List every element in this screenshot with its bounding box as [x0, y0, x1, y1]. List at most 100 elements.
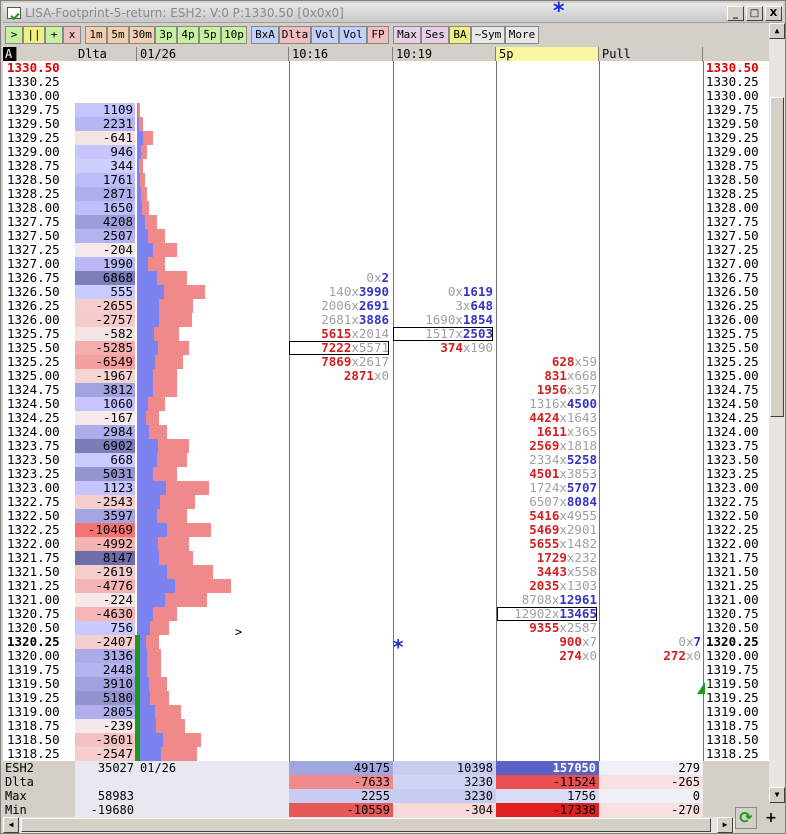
- price-row[interactable]: 1329.75 1329.75 1109: [3, 103, 769, 117]
- price-row[interactable]: 1328.50 1328.50 1761: [3, 173, 769, 187]
- toolbar-button-[interactable]: ||: [23, 26, 45, 44]
- vertical-scroll-thumb[interactable]: [770, 97, 784, 417]
- price-row[interactable]: 1325.25 1325.25 -6549: [3, 355, 769, 369]
- horizontal-scrollbar[interactable]: ◀ ▶: [3, 817, 735, 833]
- toolbar-button-10p[interactable]: 10p: [221, 26, 247, 44]
- footprint-cell[interactable]: 0x7: [678, 635, 701, 649]
- toolbar-button-fp[interactable]: FP: [367, 26, 389, 44]
- footprint-cell[interactable]: 2569x1818: [529, 439, 597, 453]
- toolbar-button-dlta[interactable]: Dlta: [279, 26, 311, 44]
- price-row[interactable]: 1319.00 1319.00 2805: [3, 705, 769, 719]
- footprint-cell[interactable]: 12902x13465: [514, 607, 597, 621]
- footprint-cell[interactable]: 4501x3853: [529, 467, 597, 481]
- price-row[interactable]: 1322.00 1322.00 -4992: [3, 537, 769, 551]
- price-row[interactable]: 1325.50 1325.50 -5285: [3, 341, 769, 355]
- footprint-cell[interactable]: 2035x1303: [529, 579, 597, 593]
- footprint-cell[interactable]: 1517x2503: [425, 327, 493, 341]
- footprint-cell[interactable]: 274x0: [559, 649, 597, 663]
- price-row[interactable]: 1324.00 1324.00 2984: [3, 425, 769, 439]
- horizontal-scroll-thumb[interactable]: [21, 818, 711, 832]
- price-row[interactable]: 1328.25 1328.25 2871: [3, 187, 769, 201]
- price-row[interactable]: 1320.75 1320.75 -4630: [3, 607, 769, 621]
- price-row[interactable]: 1329.25 1329.25 -641: [3, 131, 769, 145]
- price-row[interactable]: 1329.00 1329.00 946: [3, 145, 769, 159]
- price-row[interactable]: 1325.00 1325.00 -1967: [3, 369, 769, 383]
- header-col-1016[interactable]: 10:16: [289, 47, 393, 61]
- footprint-cell[interactable]: 831x668: [544, 369, 597, 383]
- add-icon[interactable]: +: [765, 810, 777, 826]
- price-row[interactable]: 1318.25 1318.25 -2547: [3, 747, 769, 761]
- footprint-cell[interactable]: 140x3990: [329, 285, 389, 299]
- toolbar-button-ba[interactable]: BA: [449, 26, 471, 44]
- price-row[interactable]: 1320.50 1320.50 756: [3, 621, 769, 635]
- maximize-button[interactable]: □: [746, 6, 763, 21]
- price-row[interactable]: 1322.25 1322.25 -10469: [3, 523, 769, 537]
- price-row[interactable]: 1326.25 1326.25 -2655: [3, 299, 769, 313]
- header-dlta[interactable]: Dlta: [75, 47, 137, 61]
- price-row[interactable]: 1322.75 1322.75 -2543: [3, 495, 769, 509]
- price-row[interactable]: 1323.00 1323.00 1123: [3, 481, 769, 495]
- footprint-cell[interactable]: 272x0: [663, 649, 701, 663]
- header-corner[interactable]: A: [3, 47, 17, 61]
- footprint-cell[interactable]: 5615x2014: [321, 327, 389, 341]
- price-row[interactable]: 1329.50 1329.50 2231: [3, 117, 769, 131]
- toolbar-button-x[interactable]: x: [63, 26, 81, 44]
- footprint-cell[interactable]: 4424x1643: [529, 411, 597, 425]
- footprint-cell[interactable]: 9355x2587: [529, 621, 597, 635]
- price-row[interactable]: 1324.25 1324.25 -167: [3, 411, 769, 425]
- price-row[interactable]: 1327.25 1327.25 -204: [3, 243, 769, 257]
- toolbar-button-bxa[interactable]: BxA: [251, 26, 279, 44]
- toolbar-button-[interactable]: >: [5, 26, 23, 44]
- footprint-cell[interactable]: 5655x1482: [529, 537, 597, 551]
- price-row[interactable]: 1330.25 1330.25: [3, 75, 769, 89]
- header-date[interactable]: 01/26: [137, 47, 289, 61]
- footprint-cell[interactable]: 8708x12961: [522, 593, 597, 607]
- price-row[interactable]: 1319.50 1319.50 3910: [3, 677, 769, 691]
- toolbar-button-5m[interactable]: 5m: [107, 26, 129, 44]
- footprint-cell[interactable]: 5416x4955: [529, 509, 597, 523]
- price-row[interactable]: 1323.25 1323.25 5031: [3, 467, 769, 481]
- price-row[interactable]: 1327.00 1327.00 1990: [3, 257, 769, 271]
- price-row[interactable]: 1326.00 1326.00 -2757: [3, 313, 769, 327]
- vertical-scrollbar[interactable]: ▲ ▼: [769, 23, 785, 803]
- price-row[interactable]: 1328.00 1328.00 1650: [3, 201, 769, 215]
- close-button[interactable]: X: [765, 6, 782, 21]
- footprint-cell[interactable]: 628x59: [552, 355, 597, 369]
- toolbar-button-1m[interactable]: 1m: [85, 26, 107, 44]
- toolbar-button-vol[interactable]: Vol: [311, 26, 339, 44]
- header-col-5p[interactable]: 5p: [496, 47, 599, 61]
- footprint-cell[interactable]: 900x7: [559, 635, 597, 649]
- toolbar-button-30m[interactable]: 30m: [129, 26, 155, 44]
- footprint-cell[interactable]: 2871x0: [344, 369, 389, 383]
- toolbar-button-3p[interactable]: 3p: [155, 26, 177, 44]
- price-row[interactable]: 1326.75 1326.75 6868: [3, 271, 769, 285]
- footprint-cell[interactable]: 374x190: [440, 341, 493, 355]
- price-row[interactable]: 1326.50 1326.50 555: [3, 285, 769, 299]
- toolbar-button-4p[interactable]: 4p: [177, 26, 199, 44]
- scroll-down-arrow-icon[interactable]: ▼: [769, 787, 785, 803]
- footprint-cell[interactable]: 6507x8084: [529, 495, 597, 509]
- toolbar-button-5p[interactable]: 5p: [199, 26, 221, 44]
- price-row[interactable]: 1323.50 1323.50 668: [3, 453, 769, 467]
- header-col-1019[interactable]: 10:19: [393, 47, 496, 61]
- footprint-cell[interactable]: 2334x5258: [529, 453, 597, 467]
- refresh-icon[interactable]: ⟳: [735, 807, 757, 829]
- footprint-cell[interactable]: 1956x357: [537, 383, 597, 397]
- price-row[interactable]: 1330.50 1330.50: [3, 61, 769, 75]
- price-row[interactable]: 1321.25 1321.25 -4776: [3, 579, 769, 593]
- footprint-cell[interactable]: 7222x5571: [321, 341, 389, 355]
- footprint-cell[interactable]: 2681x3886: [321, 313, 389, 327]
- footprint-cell[interactable]: 2006x2691: [321, 299, 389, 313]
- footprint-cell[interactable]: 0x1619: [448, 285, 493, 299]
- footprint-cell[interactable]: 1611x365: [537, 425, 597, 439]
- toolbar-button-[interactable]: +: [45, 26, 63, 44]
- toolbar-button-vol[interactable]: Vol: [339, 26, 367, 44]
- price-row[interactable]: 1327.50 1327.50 2507: [3, 229, 769, 243]
- footprint-cell[interactable]: 1690x1854: [425, 313, 493, 327]
- scroll-right-arrow-icon[interactable]: ▶: [717, 817, 733, 833]
- price-row[interactable]: 1319.75 1319.75 2448: [3, 663, 769, 677]
- minimize-button[interactable]: _: [727, 6, 744, 21]
- toolbar-button-more[interactable]: More: [505, 26, 539, 44]
- footprint-cell[interactable]: 1724x5707: [529, 481, 597, 495]
- footprint-cell[interactable]: 1729x232: [537, 551, 597, 565]
